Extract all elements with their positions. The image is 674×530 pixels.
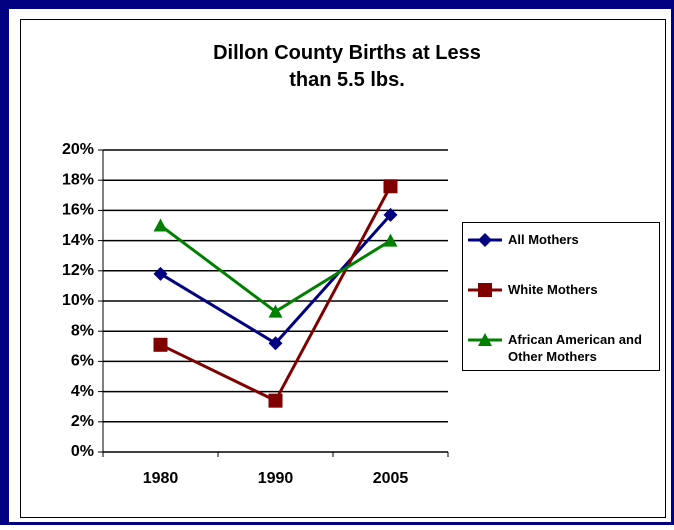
y-tick-label: 4% <box>71 383 94 400</box>
chart-title: Dillon County Births at Less than 5.5 lb… <box>213 42 481 91</box>
x-tick-label: 1990 <box>258 470 294 487</box>
data-point <box>268 336 283 351</box>
legend-label: All Mothers <box>508 232 579 247</box>
x-tick-label: 2005 <box>373 470 409 487</box>
data-point <box>383 179 398 194</box>
legend-label: White Mothers <box>508 282 598 297</box>
y-tick-label: 10% <box>62 292 94 309</box>
x-tick-label: 1980 <box>143 470 179 487</box>
y-tick-label: 2% <box>71 413 94 430</box>
y-tick-label: 8% <box>71 322 94 339</box>
data-point <box>268 304 283 318</box>
y-tick-label: 12% <box>62 262 94 279</box>
chart-border <box>20 19 666 518</box>
legend-marker <box>478 233 492 247</box>
legend-box <box>462 222 660 371</box>
y-tick-label: 20% <box>62 141 94 158</box>
data-point <box>153 266 168 281</box>
y-tick-label: 18% <box>62 171 94 188</box>
legend-marker <box>478 333 492 346</box>
title-box: Dillon County Births at Less than 5.5 lb… <box>213 42 481 91</box>
y-tick-label: 6% <box>71 353 94 370</box>
data-point <box>153 337 168 352</box>
y-tick-label: 16% <box>62 202 94 219</box>
legend-marker <box>478 283 492 297</box>
data-point <box>268 393 283 408</box>
y-tick-label: 0% <box>71 443 94 460</box>
y-tick-label: 14% <box>62 232 94 249</box>
data-point <box>383 207 398 222</box>
data-point <box>153 218 168 232</box>
data-point <box>383 233 398 247</box>
legend-label: African American and Other Mothers <box>508 332 642 364</box>
